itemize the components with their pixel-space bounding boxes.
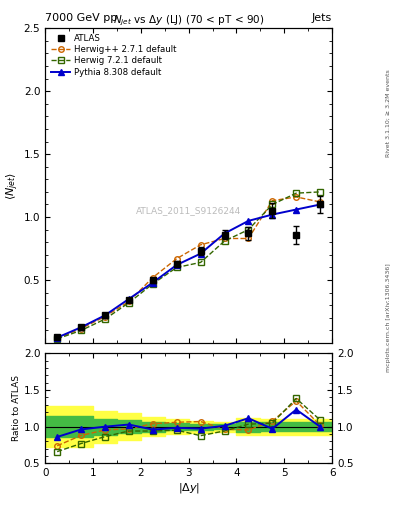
Y-axis label: $\langle N_{jet}\rangle$: $\langle N_{jet}\rangle$ [5, 172, 21, 200]
Text: Jets: Jets [312, 13, 332, 23]
Text: 7000 GeV pp: 7000 GeV pp [45, 13, 118, 23]
X-axis label: $|\Delta y|$: $|\Delta y|$ [178, 481, 200, 495]
Y-axis label: Ratio to ATLAS: Ratio to ATLAS [12, 375, 21, 441]
Title: $N_{jet}$ vs $\Delta y$ (LJ) (70 < pT < 90): $N_{jet}$ vs $\Delta y$ (LJ) (70 < pT < … [113, 14, 264, 28]
Text: Rivet 3.1.10; ≥ 3.2M events: Rivet 3.1.10; ≥ 3.2M events [386, 69, 391, 157]
Text: mcplots.cern.ch [arXiv:1306.3436]: mcplots.cern.ch [arXiv:1306.3436] [386, 263, 391, 372]
Text: ATLAS_2011_S9126244: ATLAS_2011_S9126244 [136, 206, 241, 215]
Legend: ATLAS, Herwig++ 2.7.1 default, Herwig 7.2.1 default, Pythia 8.308 default: ATLAS, Herwig++ 2.7.1 default, Herwig 7.… [50, 32, 178, 78]
